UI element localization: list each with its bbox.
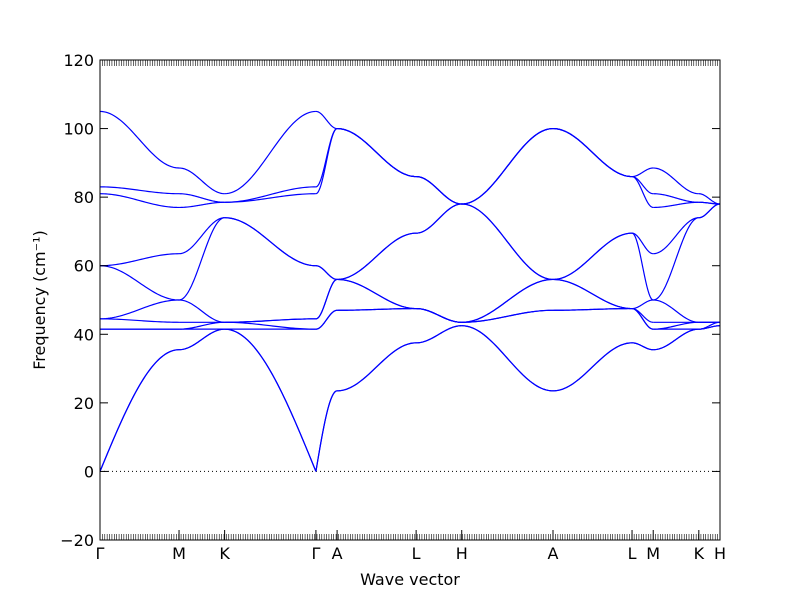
band-8-10 <box>632 167 654 178</box>
band-0-1 <box>99 349 180 472</box>
band-1-5 <box>179 299 225 323</box>
x-axis-title: Wave vector <box>360 570 460 589</box>
band-1-9 <box>179 193 225 203</box>
band-0-10 <box>99 110 180 169</box>
band-4-3 <box>337 307 417 311</box>
x-tick-label: Γ <box>96 544 105 563</box>
band-0-7 <box>99 253 180 267</box>
band-8-7 <box>632 232 654 255</box>
y-tick-label: 20 <box>74 394 94 413</box>
x-tick-label: L <box>628 544 637 563</box>
x-tick-label: Γ <box>311 544 320 563</box>
band-9-8 <box>653 201 699 209</box>
band-7-3 <box>553 307 633 311</box>
band-3-10 <box>315 110 338 130</box>
band-2-9 <box>224 186 316 203</box>
band-7-5 <box>552 278 633 310</box>
band-1-1 <box>179 328 225 351</box>
y-axis-title: Frequency (cm⁻¹) <box>30 230 49 369</box>
y-tick-label: 60 <box>74 257 94 276</box>
y-tick-label: 120 <box>63 51 94 70</box>
x-tick-label: H <box>456 544 468 563</box>
band-2-7 <box>224 217 316 267</box>
band-3-7 <box>315 265 338 281</box>
band-9-6 <box>653 217 699 301</box>
y-tick-label: 100 <box>63 120 94 139</box>
y-tick-label: 40 <box>74 325 94 344</box>
x-tick-label: H <box>714 544 726 563</box>
band-8-4 <box>632 307 654 323</box>
band-10-7 <box>698 203 721 219</box>
y-tick-label: 80 <box>74 188 94 207</box>
band-1-10 <box>179 167 225 195</box>
band-8-5 <box>632 299 654 310</box>
band-0-4 <box>100 318 180 323</box>
band-2-1 <box>224 328 317 472</box>
x-tick-label: M <box>646 544 660 563</box>
band-6-1 <box>461 325 554 392</box>
y-tick-label: 0 <box>84 462 94 481</box>
band-10-10 <box>698 193 721 205</box>
band-3-1 <box>315 390 338 472</box>
band-1-8 <box>179 201 225 209</box>
band-8-1 <box>632 342 654 351</box>
band-0-9 <box>99 186 180 195</box>
band-2-3 <box>224 321 316 330</box>
band-2-5 <box>224 318 316 323</box>
band-9-9 <box>653 193 699 203</box>
band-7-7 <box>552 232 633 281</box>
band-7-10 <box>552 127 633 178</box>
band-4-1 <box>337 342 417 392</box>
y-tick-label: −20 <box>60 531 94 550</box>
band-2-10 <box>224 110 316 195</box>
band-1-7 <box>179 217 225 255</box>
band-9-5 <box>653 299 699 323</box>
x-tick-label: K <box>694 544 705 563</box>
band-1-6 <box>178 217 225 301</box>
band-4-5 <box>337 278 417 310</box>
band-5-5 <box>416 307 462 323</box>
band-3-3 <box>315 309 338 330</box>
band-5-7 <box>416 203 462 234</box>
band-5-1 <box>416 325 462 344</box>
band-6-10 <box>461 127 554 205</box>
band-0-6 <box>99 265 180 301</box>
plot-frame <box>99 59 721 541</box>
band-3-9 <box>315 127 338 188</box>
band-9-10 <box>653 167 699 195</box>
x-tick-label: A <box>332 544 343 563</box>
band-6-7 <box>461 203 554 281</box>
x-tick-label: L <box>412 544 421 563</box>
x-tick-label: K <box>219 544 230 563</box>
band-8-9 <box>632 175 654 195</box>
band-6-3 <box>461 309 554 323</box>
band-9-7 <box>653 217 699 255</box>
band-8-8 <box>631 175 654 209</box>
band-0-8 <box>99 193 180 209</box>
x-tick-label: M <box>172 544 186 563</box>
band-4-10 <box>337 127 417 178</box>
band-0-5 <box>99 299 180 320</box>
band-4-7 <box>337 232 417 281</box>
x-tick-label: A <box>548 544 559 563</box>
band-7-1 <box>552 342 633 392</box>
band-9-1 <box>653 328 699 351</box>
band-curves <box>99 110 721 472</box>
band-6-5 <box>461 278 554 323</box>
band-3-5 <box>315 278 338 320</box>
band-5-10 <box>416 175 462 205</box>
band-8-6 <box>631 232 654 301</box>
